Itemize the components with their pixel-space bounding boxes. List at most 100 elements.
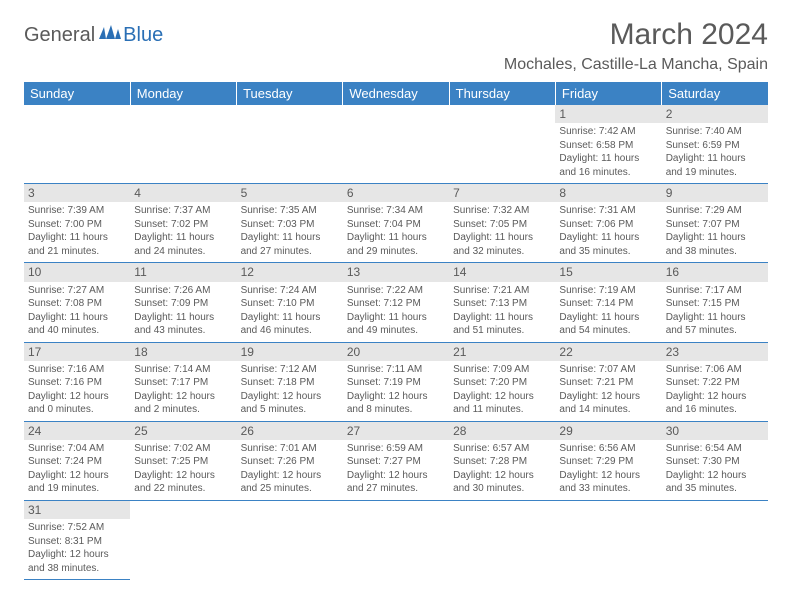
month-title: March 2024: [504, 18, 768, 52]
sun-data-line: and 21 minutes.: [28, 245, 126, 259]
sun-data-line: Daylight: 12 hours: [453, 390, 551, 404]
weekday-header: Wednesday: [343, 82, 449, 105]
sun-data-line: Daylight: 11 hours: [559, 311, 657, 325]
day-number: 9: [662, 184, 768, 202]
sun-data-line: and 57 minutes.: [666, 324, 764, 338]
sun-data-line: and 51 minutes.: [453, 324, 551, 338]
day-number: 24: [24, 422, 130, 440]
sun-data-line: and 8 minutes.: [347, 403, 445, 417]
weekday-header: Saturday: [662, 82, 768, 105]
weekday-header: Thursday: [449, 82, 555, 105]
calendar-head: SundayMondayTuesdayWednesdayThursdayFrid…: [24, 82, 768, 105]
calendar-week-row: 31Sunrise: 7:52 AMSunset: 8:31 PMDayligh…: [24, 500, 768, 579]
calendar-cell: 30Sunrise: 6:54 AMSunset: 7:30 PMDayligh…: [662, 421, 768, 500]
sun-data-line: Sunrise: 7:06 AM: [666, 363, 764, 377]
day-number: [662, 501, 768, 503]
calendar-cell: 6Sunrise: 7:34 AMSunset: 7:04 PMDaylight…: [343, 184, 449, 263]
sun-data-line: and 16 minutes.: [559, 166, 657, 180]
sun-data-line: and 32 minutes.: [453, 245, 551, 259]
logo: General Blue: [24, 24, 163, 47]
sun-data-line: Sunset: 7:16 PM: [28, 376, 126, 390]
sun-data-line: Sunset: 7:03 PM: [241, 218, 339, 232]
weekday-header: Monday: [130, 82, 236, 105]
calendar-cell: 10Sunrise: 7:27 AMSunset: 7:08 PMDayligh…: [24, 263, 130, 342]
sun-data-line: and 40 minutes.: [28, 324, 126, 338]
day-number: 5: [237, 184, 343, 202]
calendar-cell: 25Sunrise: 7:02 AMSunset: 7:25 PMDayligh…: [130, 421, 236, 500]
day-number: 7: [449, 184, 555, 202]
sun-data-line: and 33 minutes.: [559, 482, 657, 496]
sun-data-line: Daylight: 11 hours: [134, 231, 232, 245]
sun-data-line: Sunrise: 7:12 AM: [241, 363, 339, 377]
sun-data-line: Daylight: 11 hours: [453, 231, 551, 245]
sun-data-line: Sunrise: 7:04 AM: [28, 442, 126, 456]
calendar-cell: 28Sunrise: 6:57 AMSunset: 7:28 PMDayligh…: [449, 421, 555, 500]
sun-data-line: and 38 minutes.: [666, 245, 764, 259]
sun-data-line: Sunrise: 7:07 AM: [559, 363, 657, 377]
calendar-cell: [24, 105, 130, 184]
sun-data-line: Sunset: 7:24 PM: [28, 455, 126, 469]
sun-data-line: and 2 minutes.: [134, 403, 232, 417]
sun-data-line: Sunset: 7:13 PM: [453, 297, 551, 311]
sun-data-line: Daylight: 12 hours: [347, 390, 445, 404]
day-number: 13: [343, 263, 449, 281]
calendar-cell: [343, 105, 449, 184]
sun-data-line: Sunset: 7:00 PM: [28, 218, 126, 232]
calendar-cell: 31Sunrise: 7:52 AMSunset: 8:31 PMDayligh…: [24, 500, 130, 579]
sun-data-line: Sunset: 7:19 PM: [347, 376, 445, 390]
day-number: 23: [662, 343, 768, 361]
calendar-cell: 1Sunrise: 7:42 AMSunset: 6:58 PMDaylight…: [555, 105, 661, 184]
sun-data-line: Sunset: 7:20 PM: [453, 376, 551, 390]
day-number: 11: [130, 263, 236, 281]
page-header: General Blue March 2024 Mochales, Castil…: [24, 18, 768, 74]
day-number: 3: [24, 184, 130, 202]
sun-data-line: Sunrise: 7:26 AM: [134, 284, 232, 298]
sun-data-line: Sunrise: 6:59 AM: [347, 442, 445, 456]
calendar-week-row: 17Sunrise: 7:16 AMSunset: 7:16 PMDayligh…: [24, 342, 768, 421]
weekday-header: Sunday: [24, 82, 130, 105]
day-number: [130, 105, 236, 107]
day-number: 12: [237, 263, 343, 281]
sun-data-line: Daylight: 11 hours: [134, 311, 232, 325]
day-number: 29: [555, 422, 661, 440]
sun-data-line: and 14 minutes.: [559, 403, 657, 417]
sun-data-line: Daylight: 12 hours: [28, 548, 126, 562]
sun-data-line: Sunrise: 7:42 AM: [559, 125, 657, 139]
calendar-cell: 14Sunrise: 7:21 AMSunset: 7:13 PMDayligh…: [449, 263, 555, 342]
sun-data-line: and 46 minutes.: [241, 324, 339, 338]
calendar-cell: 2Sunrise: 7:40 AMSunset: 6:59 PMDaylight…: [662, 105, 768, 184]
day-number: 21: [449, 343, 555, 361]
sun-data-line: Daylight: 12 hours: [28, 469, 126, 483]
sun-data-line: Daylight: 12 hours: [453, 469, 551, 483]
sun-data-line: Sunset: 7:21 PM: [559, 376, 657, 390]
sun-data-line: Daylight: 12 hours: [666, 469, 764, 483]
day-number: 22: [555, 343, 661, 361]
sun-data-line: Sunset: 7:22 PM: [666, 376, 764, 390]
day-number: 10: [24, 263, 130, 281]
calendar-cell: 19Sunrise: 7:12 AMSunset: 7:18 PMDayligh…: [237, 342, 343, 421]
sun-data-line: and 35 minutes.: [666, 482, 764, 496]
calendar-cell: [237, 105, 343, 184]
sun-data-line: Sunrise: 7:27 AM: [28, 284, 126, 298]
calendar-cell: [130, 500, 236, 579]
sun-data-line: Sunrise: 7:09 AM: [453, 363, 551, 377]
sun-data-line: Daylight: 11 hours: [28, 231, 126, 245]
day-number: 15: [555, 263, 661, 281]
sun-data-line: Sunrise: 7:24 AM: [241, 284, 339, 298]
sun-data-line: Daylight: 11 hours: [241, 311, 339, 325]
sun-data-line: Sunrise: 7:29 AM: [666, 204, 764, 218]
sun-data-line: Daylight: 12 hours: [559, 390, 657, 404]
day-number: 4: [130, 184, 236, 202]
sun-data-line: and 5 minutes.: [241, 403, 339, 417]
sun-data-line: Daylight: 11 hours: [559, 152, 657, 166]
day-number: [237, 105, 343, 107]
sun-data-line: Sunrise: 7:14 AM: [134, 363, 232, 377]
calendar-cell: 11Sunrise: 7:26 AMSunset: 7:09 PMDayligh…: [130, 263, 236, 342]
calendar-cell: 29Sunrise: 6:56 AMSunset: 7:29 PMDayligh…: [555, 421, 661, 500]
sun-data-line: Sunset: 7:04 PM: [347, 218, 445, 232]
sun-data-line: Sunset: 7:10 PM: [241, 297, 339, 311]
sun-data-line: Sunrise: 6:56 AM: [559, 442, 657, 456]
sun-data-line: and 25 minutes.: [241, 482, 339, 496]
calendar-week-row: 3Sunrise: 7:39 AMSunset: 7:00 PMDaylight…: [24, 184, 768, 263]
day-number: [24, 105, 130, 107]
